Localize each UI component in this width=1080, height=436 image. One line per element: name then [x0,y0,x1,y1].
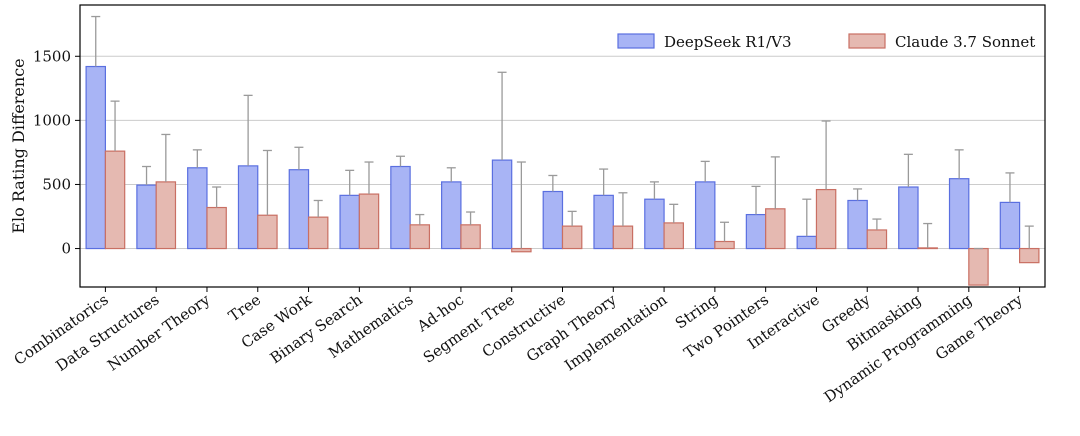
bar-claude [815,188,837,250]
bar-deepseek [288,169,310,250]
legend-swatch [617,33,655,49]
bar-claude [460,224,481,250]
legend-label: Claude 3.7 Sonnet [895,33,1035,51]
bar-claude [257,214,278,250]
bar-claude [612,225,634,250]
bar-claude [307,216,329,250]
bar-claude [511,247,532,253]
bar-claude [866,229,888,250]
bar-claude [663,222,684,250]
bar-deepseek [694,181,716,250]
x-tick-label: Tree [225,290,264,325]
bar-claude [714,240,735,250]
bar-deepseek [187,167,208,250]
bar-deepseek [898,186,919,250]
bar-deepseek [491,159,513,250]
bar-deepseek [390,165,411,250]
bar-claude [1019,247,1040,264]
bar-claude [358,193,380,250]
y-tick-label: 500 [42,175,71,193]
bar-deepseek [85,65,106,250]
bar-deepseek [796,235,818,250]
bar-deepseek [745,213,767,250]
bar-deepseek [948,178,970,250]
bar-deepseek [441,181,462,250]
bar-claude [765,208,786,250]
bar-claude [561,225,583,250]
bar-deepseek [542,190,564,250]
bar-claude [917,247,938,250]
x-tick-label: Game Theory [932,290,1026,364]
bar-claude [409,224,431,250]
bar-claude [104,150,126,250]
legend-label: DeepSeek R1/V3 [664,33,792,51]
y-axis-label: Elo Rating Difference [9,58,28,233]
bar-deepseek [847,199,868,250]
bar-claude [155,181,177,250]
bar-deepseek [644,198,665,250]
bar-claude [206,206,227,250]
legend-swatch [848,33,886,49]
bar-deepseek [237,165,259,250]
y-tick-label: 1000 [33,111,71,129]
bar-deepseek [593,194,614,250]
bar-deepseek [999,201,1021,250]
y-tick-label: 0 [61,240,71,258]
y-tick-label: 1500 [33,47,71,65]
bar-deepseek [136,184,157,250]
bar-claude [968,247,989,286]
bar-deepseek [339,194,360,250]
